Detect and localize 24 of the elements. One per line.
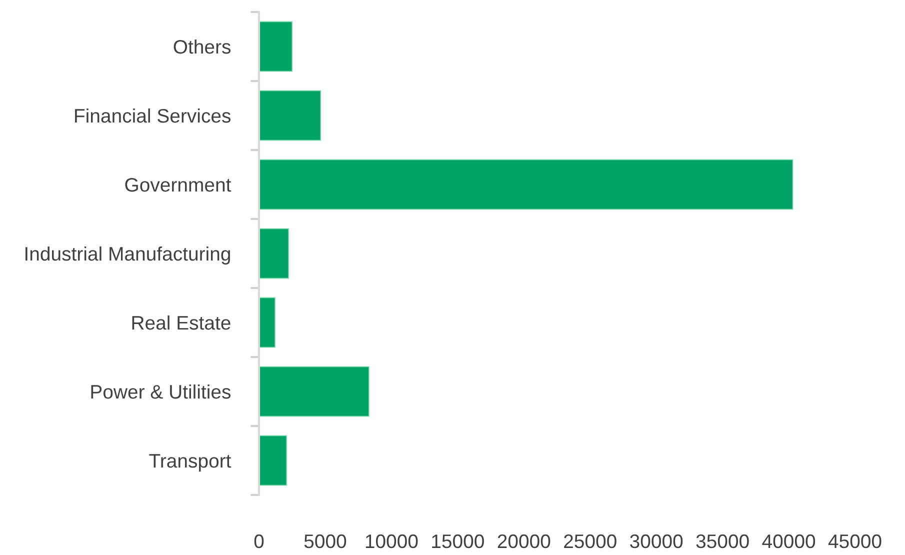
x-tick-label: 20000 [498,534,550,548]
bar [259,228,289,279]
x-tick-label: 5000 [304,534,346,548]
bar [259,366,370,417]
y-tick-label: Government [125,178,232,192]
bar [259,159,794,210]
y-tick-label: Real Estate [132,315,230,330]
bar [259,297,276,348]
x-tick-label: 15000 [432,534,484,548]
y-tick-label: Others [174,39,231,54]
y-tick-label: Financial Services [75,108,231,123]
bar [259,435,287,486]
y-tick-label: Power & Utilities [91,384,231,399]
y-tick-label: Industrial Manufacturing [26,246,230,265]
x-tick-label: 40000 [762,534,816,548]
x-tick-label: 25000 [564,534,616,548]
y-tick-label: Transport [149,454,232,472]
bar [259,21,293,72]
x-tick-label: 45000 [828,534,882,548]
bar [259,90,322,141]
x-tick-label: 35000 [696,534,749,548]
x-tick-label: 30000 [630,534,683,548]
x-tick-label: 10000 [366,534,418,548]
x-tick-label: 0 [254,534,264,548]
